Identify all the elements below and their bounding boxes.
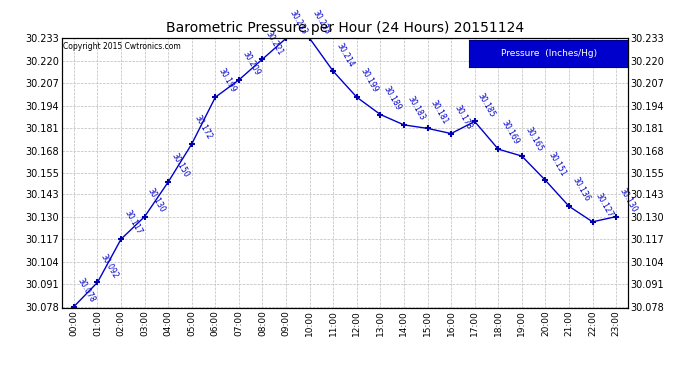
Text: 30.150: 30.150	[170, 152, 190, 179]
Text: 30.136: 30.136	[571, 176, 591, 204]
Text: 30.130: 30.130	[618, 186, 639, 214]
Text: Copyright 2015 Cwtronics.com: Copyright 2015 Cwtronics.com	[63, 42, 181, 51]
Text: 30.183: 30.183	[405, 94, 426, 122]
Text: 30.214: 30.214	[335, 41, 355, 69]
Text: 30.189: 30.189	[382, 84, 403, 112]
Text: 30.127: 30.127	[594, 192, 615, 219]
Text: 30.199: 30.199	[217, 67, 238, 94]
Text: 30.078: 30.078	[75, 276, 97, 304]
Text: 30.233: 30.233	[288, 8, 308, 36]
Text: 30.209: 30.209	[240, 50, 262, 77]
Text: 30.151: 30.151	[546, 150, 568, 177]
Text: 30.181: 30.181	[429, 98, 450, 126]
Text: 30.169: 30.169	[500, 119, 521, 146]
Text: 30.165: 30.165	[523, 126, 544, 153]
Text: 30.185: 30.185	[476, 91, 497, 118]
Title: Barometric Pressure per Hour (24 Hours) 20151124: Barometric Pressure per Hour (24 Hours) …	[166, 21, 524, 35]
Text: 30.199: 30.199	[358, 67, 380, 94]
Text: 30.233: 30.233	[311, 8, 332, 36]
Text: 30.130: 30.130	[146, 186, 167, 214]
Text: 30.172: 30.172	[193, 114, 214, 141]
Text: 30.092: 30.092	[99, 252, 120, 280]
Text: 30.117: 30.117	[122, 209, 144, 236]
Text: 30.221: 30.221	[264, 29, 285, 56]
Text: 30.178: 30.178	[453, 104, 473, 131]
